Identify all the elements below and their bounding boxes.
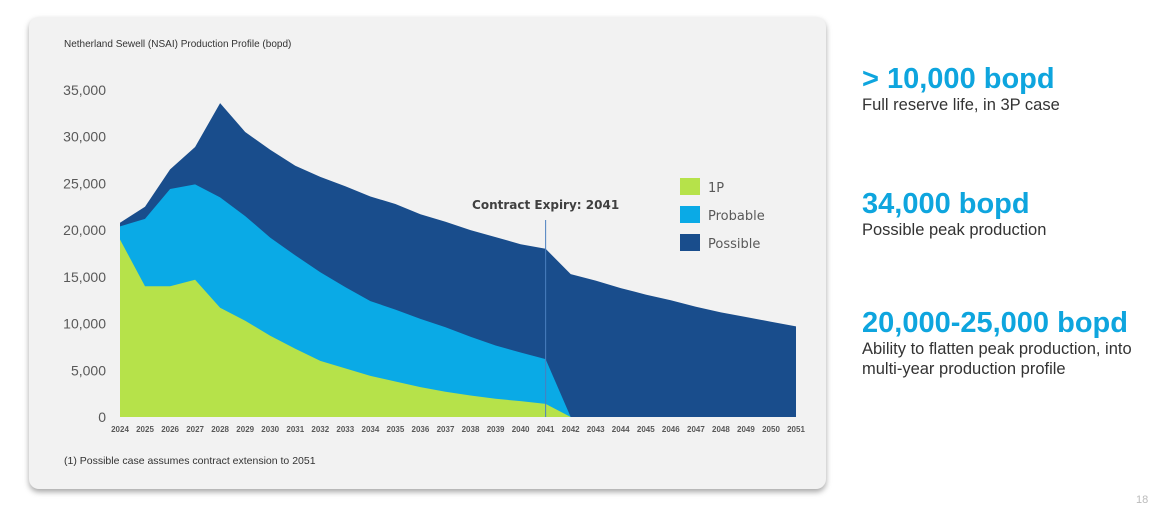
y-tick-label: 10,000 [63, 316, 106, 332]
series-area-1p [120, 239, 796, 417]
x-tick-label: 2050 [762, 425, 780, 434]
x-tick-label: 2026 [161, 425, 179, 434]
x-tick-label: 2039 [487, 425, 505, 434]
chart-title: Netherland Sewell (NSAI) Production Prof… [64, 39, 292, 50]
x-tick-label: 2040 [512, 425, 530, 434]
y-tick-label: 25,000 [63, 175, 106, 191]
y-tick-label: 5,000 [71, 362, 106, 378]
x-tick-label: 2038 [462, 425, 480, 434]
x-tick-label: 2027 [186, 425, 204, 434]
x-tick-label: 2043 [587, 425, 605, 434]
x-tick-label: 2033 [336, 425, 354, 434]
stat-flatten-production: 20,000-25,000 bopd Ability to flatten pe… [862, 307, 1152, 379]
legend-label: Possible [708, 237, 760, 252]
x-tick-label: 2042 [562, 425, 580, 434]
y-tick-label: 15,000 [63, 269, 106, 285]
x-tick-label: 2035 [387, 425, 405, 434]
y-tick-label: 35,000 [63, 82, 106, 98]
y-tick-label: 20,000 [63, 222, 106, 238]
stat-value: > 10,000 bopd [862, 63, 1055, 95]
x-tick-label: 2051 [787, 425, 805, 434]
legend-label: 1P [708, 181, 724, 196]
x-tick-label: 2044 [612, 425, 630, 434]
x-tick-label: 2028 [211, 425, 229, 434]
x-tick-label: 2030 [261, 425, 279, 434]
contract-expiry-label: Contract Expiry: 2041 [472, 198, 619, 212]
y-tick-label: 30,000 [63, 129, 106, 145]
page-number: 18 [1136, 494, 1149, 506]
x-tick-label: 2032 [311, 425, 329, 434]
stat-description: Possible peak production [862, 221, 1047, 239]
x-tick-label: 2031 [286, 425, 304, 434]
footnote: (1) Possible case assumes contract exten… [64, 455, 316, 467]
x-tick-label: 2041 [537, 425, 555, 434]
stat-reserve-life: > 10,000 bopd Full reserve life, in 3P c… [862, 63, 1060, 115]
stat-value: 34,000 bopd [862, 188, 1030, 220]
legend-label: Probable [708, 209, 765, 224]
stat-peak-production: 34,000 bopd Possible peak production [862, 188, 1046, 240]
x-tick-label: 2025 [136, 425, 154, 434]
stat-value: 20,000-25,000 bopd [862, 307, 1128, 339]
x-tick-label: 2049 [737, 425, 755, 434]
legend-swatch [680, 178, 700, 195]
x-tick-label: 2034 [362, 425, 380, 434]
x-tick-label: 2024 [111, 425, 129, 434]
x-tick-label: 2036 [412, 425, 430, 434]
x-tick-label: 2046 [662, 425, 680, 434]
x-tick-label: 2048 [712, 425, 730, 434]
stat-description: Ability to flatten peak production, into… [862, 340, 1132, 378]
legend-swatch [680, 234, 700, 251]
x-tick-label: 2045 [637, 425, 655, 434]
x-tick-label: 2047 [687, 425, 705, 434]
stat-description: Full reserve life, in 3P case [862, 96, 1060, 114]
x-tick-label: 2029 [236, 425, 254, 434]
y-tick-label: 0 [98, 409, 106, 425]
x-tick-label: 2037 [437, 425, 455, 434]
legend-swatch [680, 206, 700, 223]
